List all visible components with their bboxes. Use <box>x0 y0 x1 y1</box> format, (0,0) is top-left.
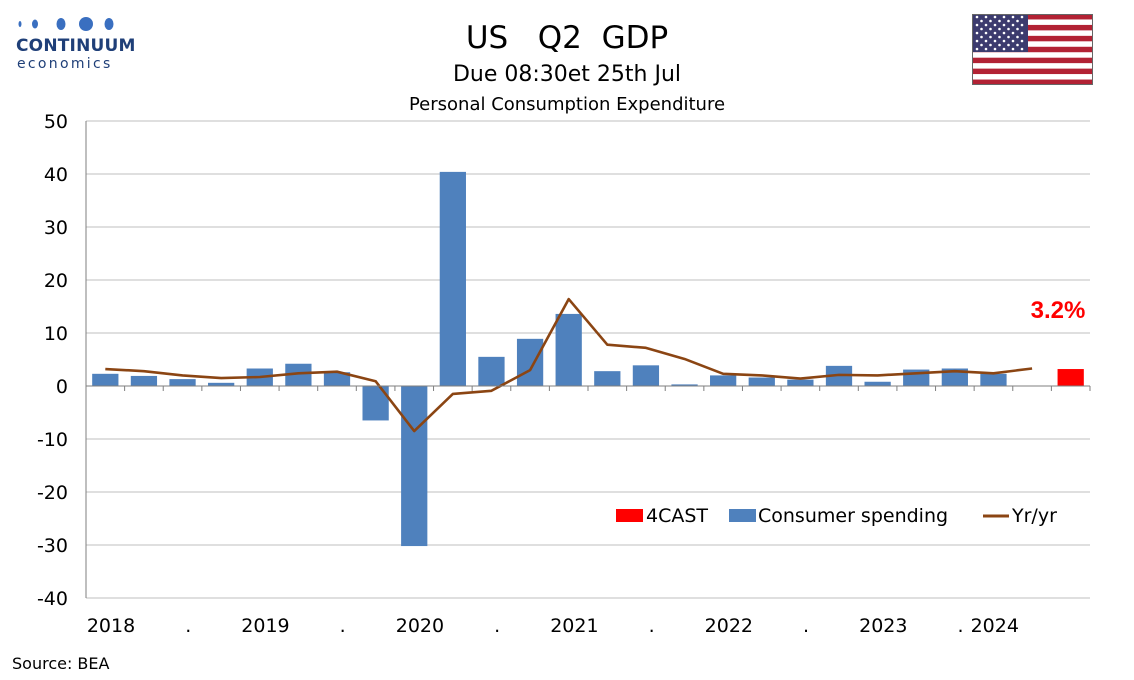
y-tick-label: -20 <box>37 482 68 504</box>
bar-consumer-spending <box>594 371 621 386</box>
legend-label-4cast: 4CAST <box>646 505 708 527</box>
bar-consumer-spending <box>555 313 582 386</box>
bar-consumer-spending <box>864 381 891 386</box>
bar-consumer-spending <box>632 365 660 386</box>
source-note: Source: BEA <box>12 654 110 673</box>
bar-consumer-spending <box>92 373 119 386</box>
x-tick-label: 2022 <box>705 615 753 637</box>
legend-swatch-4cast <box>616 509 643 522</box>
bar-consumer-spending <box>478 356 505 386</box>
x-tick-label: . <box>803 615 809 637</box>
y-tick-label: 20 <box>44 270 68 292</box>
legend-label-consumer-spending: Consumer spending <box>758 505 948 527</box>
y-tick-label: -30 <box>37 535 68 557</box>
legend-swatch-consumer-spending <box>729 509 756 522</box>
x-tick-label: 2023 <box>859 615 907 637</box>
logo-name: CONTINUUM <box>16 36 136 56</box>
y-tick-label: 40 <box>44 164 68 186</box>
x-tick-label: 2021 <box>550 615 598 637</box>
x-tick-label: . <box>958 615 964 637</box>
y-tick-label: 10 <box>44 323 68 345</box>
page-subtitle: Due 08:30et 25th Jul <box>452 62 682 87</box>
bar-consumer-spending <box>941 368 968 386</box>
legend: 4CAST Consumer spending Yr/yr <box>616 505 1057 527</box>
y-tick-label: -40 <box>37 588 68 610</box>
y-tick-label: 30 <box>44 217 68 239</box>
bar-consumer-spending <box>169 379 196 386</box>
bar-consumer-spending <box>516 338 544 386</box>
x-tick-label: 2019 <box>241 615 289 637</box>
bar-consumer-spending <box>787 379 814 386</box>
x-tick-label: . <box>494 615 500 637</box>
bar-consumer-spending <box>130 375 158 386</box>
bar-consumer-spending <box>710 375 737 386</box>
x-tick-label: . <box>185 615 191 637</box>
x-tick-label: 2024 <box>971 615 1019 637</box>
x-tick-label: . <box>649 615 655 637</box>
legend-label-yr-yr: Yr/yr <box>1011 505 1057 527</box>
bar-consumer-spending <box>285 363 312 386</box>
bar-consumer-spending <box>439 171 466 386</box>
bar-consumer-spending <box>208 382 235 386</box>
page-title: US Q2 GDP <box>465 20 669 56</box>
logo-subtitle: economics <box>17 56 113 72</box>
bar-consumer-spending <box>980 373 1007 386</box>
x-tick-label: . <box>340 615 346 637</box>
logo-dots-icon <box>18 17 114 31</box>
bar-4cast <box>1057 369 1084 386</box>
bar-consumer-spending <box>401 386 428 547</box>
bar-consumer-spending <box>748 377 775 386</box>
bar-consumer-spending <box>323 372 351 386</box>
forecast-annotation: 3.2% <box>1031 297 1086 324</box>
line-yr-yr <box>105 297 1033 433</box>
y-tick-label: -10 <box>37 429 68 451</box>
y-tick-label: 50 <box>44 111 68 133</box>
us-flag-icon <box>972 14 1093 85</box>
y-tick-label: 0 <box>56 376 68 398</box>
x-tick-label: 2020 <box>396 615 444 637</box>
bar-consumer-spending <box>671 384 698 386</box>
chart-title: Personal Consumption Expenditure <box>408 94 726 115</box>
x-tick-label: 2018 <box>87 615 135 637</box>
